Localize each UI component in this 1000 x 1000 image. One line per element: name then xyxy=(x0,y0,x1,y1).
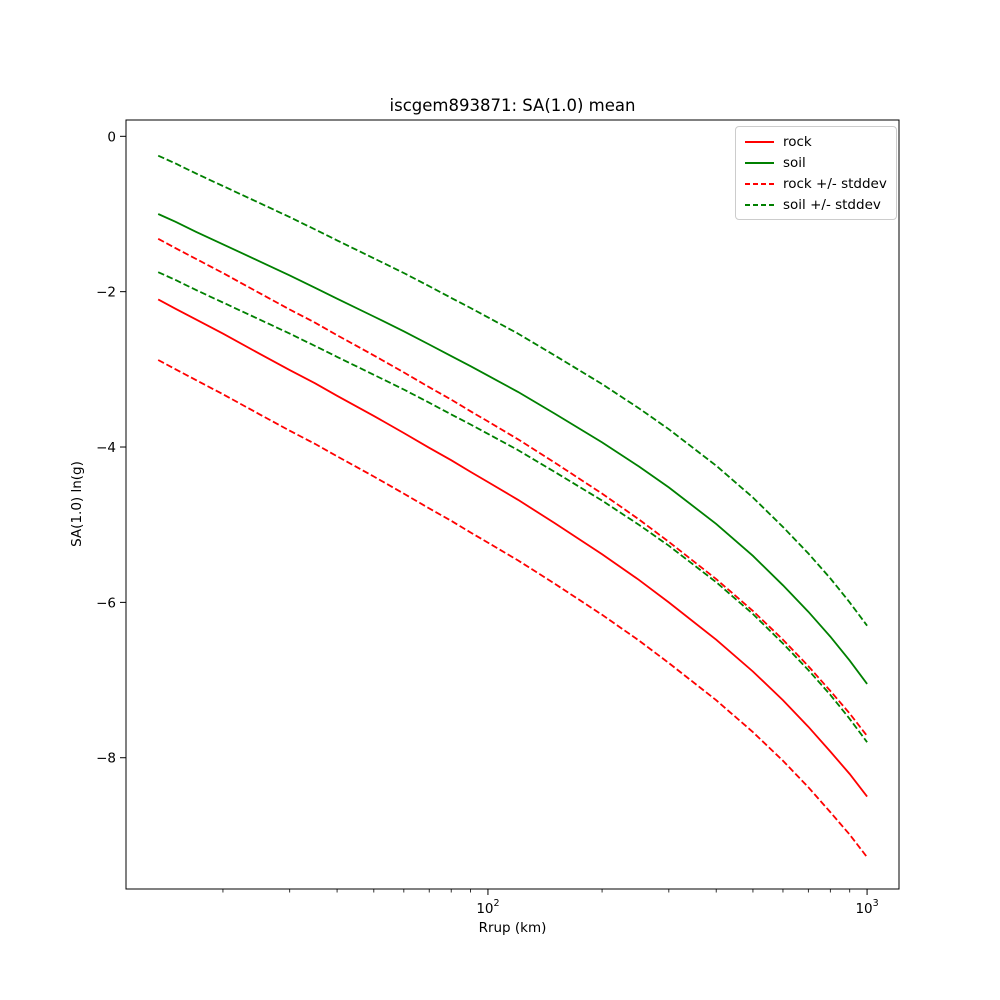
series-soil xyxy=(157,213,868,685)
y-tick-label: −8 xyxy=(96,751,116,767)
x-tick-label: 103 xyxy=(855,898,878,917)
legend-label: rock +/- stddev xyxy=(783,175,887,192)
legend: rock soil rock +/- stddev soil +/- stddev xyxy=(735,126,897,220)
legend-line-sample xyxy=(745,140,774,143)
y-tick-label: −6 xyxy=(96,595,116,611)
legend-line-sample xyxy=(745,203,774,206)
x-tick-label: 102 xyxy=(476,898,499,917)
series-rock-minus-stddev xyxy=(157,359,868,858)
legend-line-sample xyxy=(745,161,774,164)
legend-row: soil +/- stddev xyxy=(745,194,887,215)
legend-row: rock xyxy=(745,131,887,152)
legend-row: rock +/- stddev xyxy=(745,173,887,194)
series-rock-plus-stddev xyxy=(157,238,868,737)
series-soil-minus-stddev xyxy=(157,271,868,743)
y-axis-label: SA(1.0) ln(g) xyxy=(69,461,85,547)
x-axis-label: Rrup (km) xyxy=(478,920,547,936)
y-tick-label: 0 xyxy=(107,129,116,145)
chart-title: iscgem893871: SA(1.0) mean xyxy=(389,96,636,115)
y-tick-label: −4 xyxy=(96,440,116,456)
series-rock xyxy=(157,298,868,798)
legend-label: soil +/- stddev xyxy=(783,196,881,213)
y-tick-label: −2 xyxy=(96,285,116,301)
legend-line-sample xyxy=(745,182,774,185)
axes-spines xyxy=(125,119,900,890)
legend-label: soil xyxy=(783,154,806,171)
legend-row: soil xyxy=(745,152,887,173)
series-soil-plus-stddev xyxy=(157,154,868,627)
legend-label: rock xyxy=(783,133,812,150)
